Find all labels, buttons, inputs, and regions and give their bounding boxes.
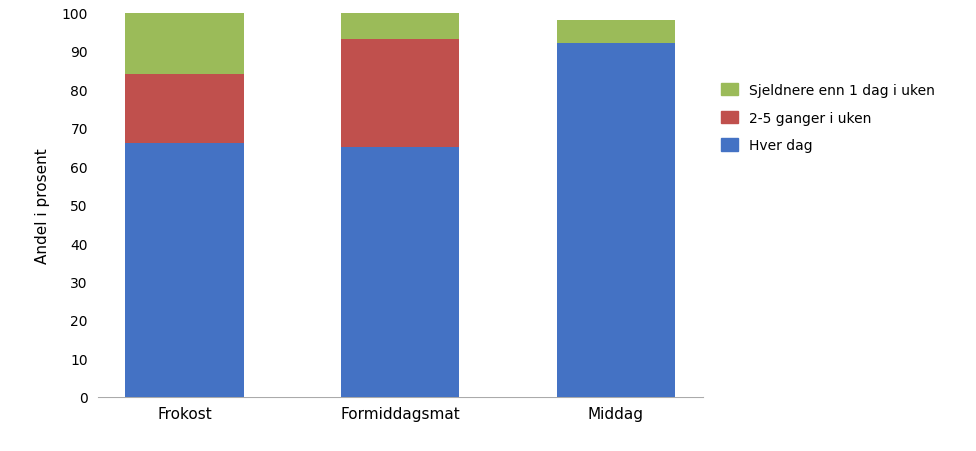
Bar [125,14,244,75]
Bar [125,144,244,397]
Bar [125,75,244,144]
Legend: Sjeldnere enn 1 dag i uken, 2-5 ganger i uken, Hver dag: Sjeldnere enn 1 dag i uken, 2-5 ganger i… [715,78,941,159]
Bar [341,41,460,147]
Bar [341,14,460,41]
Y-axis label: Andel i prosent: Andel i prosent [35,147,51,263]
Bar [556,21,675,44]
Bar [556,44,675,397]
Bar [341,147,460,397]
